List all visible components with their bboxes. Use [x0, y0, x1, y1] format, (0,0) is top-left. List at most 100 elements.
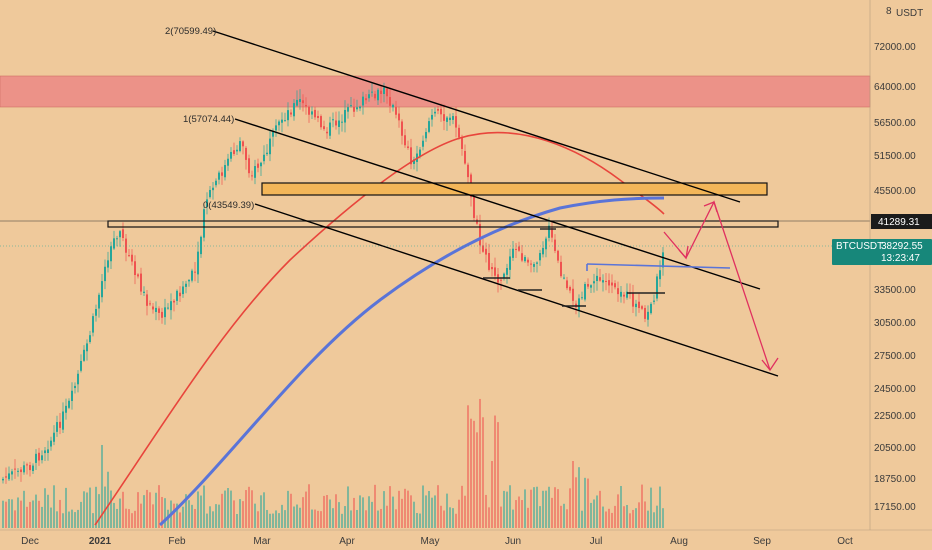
candle-body	[2, 478, 4, 481]
candle-body	[317, 115, 319, 119]
volume-bar	[503, 490, 505, 528]
volume-bar	[524, 489, 526, 528]
volume-bar	[533, 487, 535, 528]
volume-bar	[443, 510, 445, 528]
candle-body	[26, 464, 28, 466]
volume-bar	[29, 501, 31, 528]
candle-body	[32, 465, 34, 472]
candle-body	[110, 246, 112, 262]
volume-bar	[593, 499, 595, 528]
candle-body	[644, 307, 646, 319]
svg-text:41289.31: 41289.31	[878, 217, 920, 228]
volume-bar	[425, 495, 427, 528]
candle-body	[626, 291, 628, 298]
volume-bar	[137, 492, 139, 528]
volume-bar	[296, 504, 298, 528]
candle-body	[287, 110, 289, 121]
x-tick-label: Oct	[837, 536, 853, 547]
y-tick-label: 20500.00	[874, 443, 916, 454]
candle-body	[602, 280, 604, 283]
volume-bar	[140, 503, 142, 528]
candle-body	[197, 251, 199, 275]
candle-body	[71, 390, 73, 401]
candle-body	[230, 151, 232, 159]
volume-bar	[581, 510, 583, 528]
volume-bar	[449, 507, 451, 528]
candle-body	[173, 300, 175, 303]
candle-body	[482, 245, 484, 252]
volume-bar	[125, 508, 127, 528]
candle-body	[77, 373, 79, 385]
volume-bar	[323, 495, 325, 528]
volume-bar	[656, 505, 658, 528]
volume-bar	[587, 478, 589, 528]
channel-line-2	[212, 30, 741, 203]
volume-bar	[596, 495, 598, 528]
candle-body	[419, 149, 421, 157]
candle-body	[8, 473, 10, 480]
volume-bar	[461, 485, 463, 528]
candle-body	[557, 250, 559, 261]
candle-body	[311, 111, 313, 115]
ma-slow-line	[158, 196, 665, 527]
candle-body	[116, 238, 118, 240]
candle-body	[206, 199, 208, 208]
candle-body	[80, 360, 82, 371]
candle-body	[104, 266, 106, 282]
price-axis[interactable]: 8 USDT 72000.00 64000.00 56500.00 51500.00 4…	[869, 0, 923, 530]
volume-bar	[311, 509, 313, 528]
candle-body	[185, 283, 187, 287]
volume-bar	[269, 513, 271, 528]
candle-body	[551, 228, 553, 238]
candle-body	[449, 117, 451, 121]
candle-body	[611, 282, 613, 286]
candle-body	[620, 291, 622, 297]
volume-bar	[332, 508, 334, 528]
ma-fast-line	[94, 131, 665, 526]
candle-body	[434, 111, 436, 114]
volume-bar	[173, 503, 175, 528]
candle-body	[596, 275, 598, 282]
candle-body	[608, 280, 610, 286]
candle-body	[653, 300, 655, 302]
candle-body	[578, 298, 580, 311]
y-tick-label: 45500.00	[874, 186, 916, 197]
volume-bar	[122, 491, 124, 528]
candle-body	[305, 105, 307, 107]
volume-bar	[113, 502, 115, 528]
time-axis[interactable]: Dec 2021 Feb Mar Apr May Jun Jul Aug Sep Oct	[0, 529, 932, 547]
volume-bar	[131, 513, 133, 528]
y-tick-label: 22500.00	[874, 411, 916, 422]
volume-bar	[272, 513, 274, 528]
volume-bar	[152, 504, 154, 528]
volume-bar	[641, 484, 643, 528]
volume-bar	[479, 398, 481, 528]
volume-bar	[389, 486, 391, 528]
candle-body	[365, 98, 367, 101]
candle-body	[281, 119, 283, 123]
candle-body	[455, 116, 457, 128]
volume-bar	[23, 490, 25, 528]
candle-body	[14, 468, 16, 470]
volume-bar	[428, 490, 430, 528]
volume-bar	[38, 500, 40, 528]
volume-bar	[263, 492, 265, 528]
volume-bar	[287, 490, 289, 528]
candle-body	[332, 119, 334, 121]
volume-bar	[557, 489, 559, 528]
volume-bar	[251, 490, 253, 528]
candle-body	[92, 316, 94, 333]
candle-body	[140, 273, 142, 292]
volume-bar	[68, 511, 70, 528]
volume-bar	[647, 510, 649, 528]
volume-bar	[257, 511, 259, 528]
last-price-symbol: BTCUSDT	[836, 241, 883, 252]
volume-bar	[65, 487, 67, 528]
y-tick-label: 56500.00	[874, 118, 916, 129]
candle-body	[593, 281, 595, 284]
candle-body	[353, 107, 355, 112]
volume-bar	[188, 500, 190, 528]
candle-body	[308, 106, 310, 115]
candle-body	[350, 105, 352, 107]
